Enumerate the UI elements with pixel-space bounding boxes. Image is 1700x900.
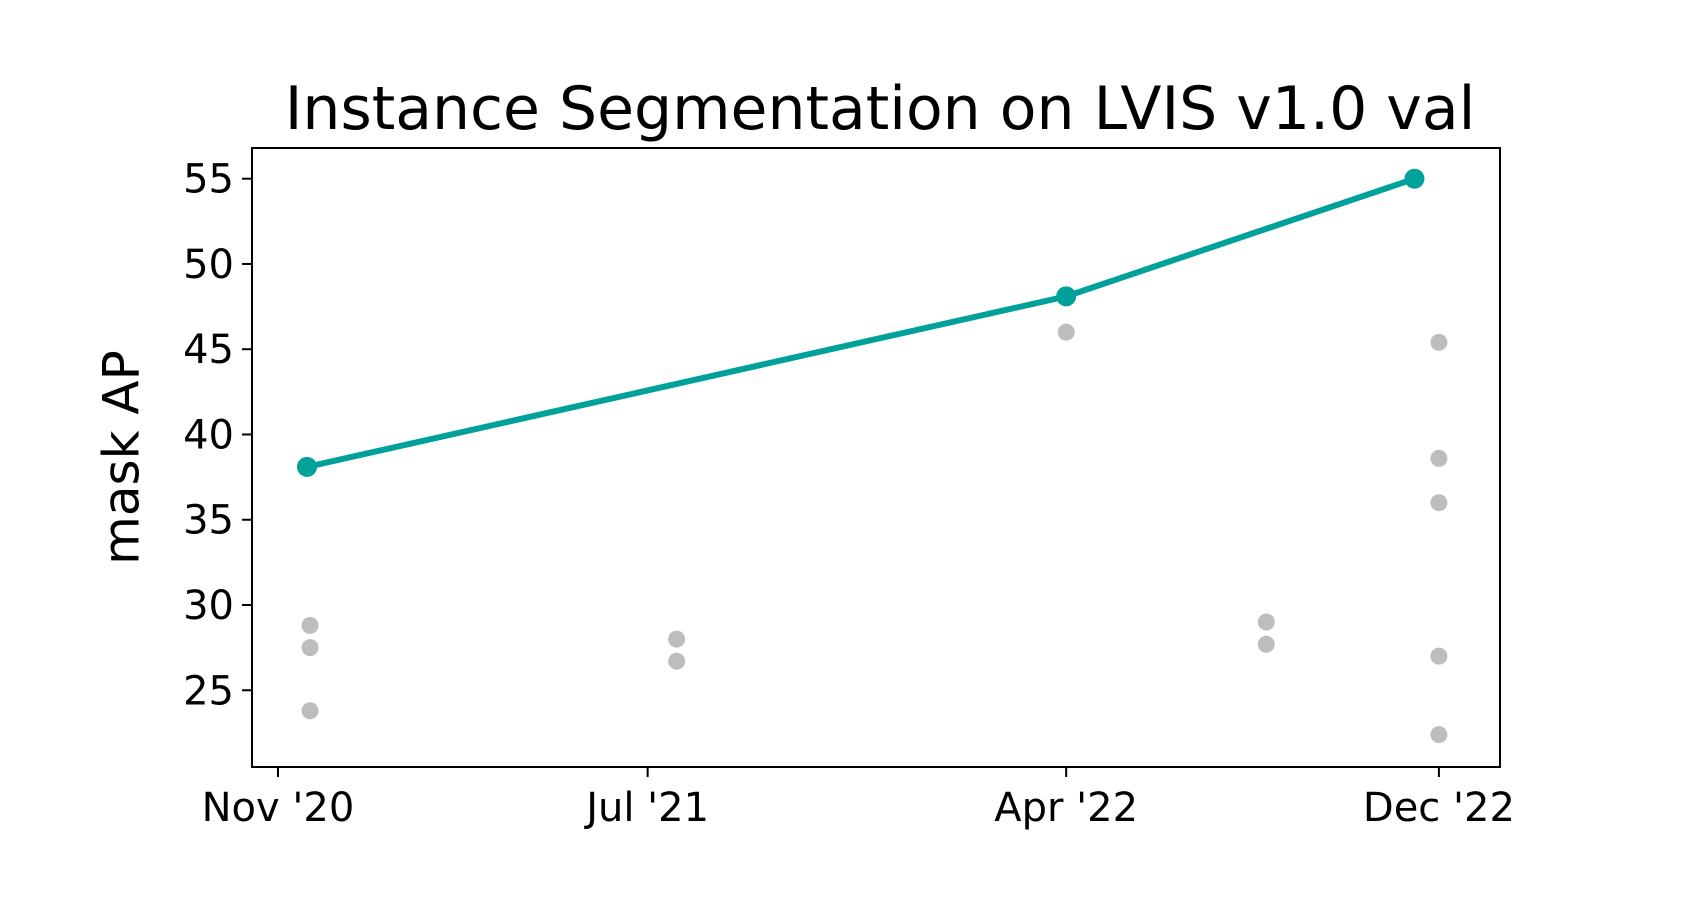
x-tick-label-1: Jul '21 <box>583 785 709 831</box>
other-model-point-6 <box>1257 613 1275 631</box>
y-tick-label-3: 40 <box>183 412 234 458</box>
y-axis-label: mask AP <box>93 350 151 565</box>
y-tick-label-2: 35 <box>183 498 234 544</box>
x-tick-label-2: Apr '22 <box>994 785 1138 831</box>
y-axis: 25 30 35 40 45 50 55 <box>183 157 252 714</box>
sota-line <box>304 175 1418 470</box>
other-model-point-3 <box>668 630 686 648</box>
other-model-point-2 <box>301 702 319 720</box>
x-axis: Nov '20 Jul '21 Apr '22 Dec '22 <box>202 767 1515 831</box>
x-tick-label-3: Dec '22 <box>1363 785 1515 831</box>
other-model-point-5 <box>1057 323 1075 341</box>
plot-frame <box>251 147 1501 768</box>
other-model-point-8 <box>1430 333 1448 351</box>
plot-border <box>251 147 1501 768</box>
y-tick-label-4: 45 <box>183 327 234 373</box>
other-model-point-0 <box>301 616 319 634</box>
other-model-point-7 <box>1257 635 1275 653</box>
y-tick-label-6: 55 <box>183 157 234 203</box>
other-model-point-12 <box>1430 726 1448 744</box>
other-model-point-10 <box>1430 494 1448 512</box>
y-tick-label-5: 50 <box>183 242 234 288</box>
y-tick-label-1: 30 <box>183 583 234 629</box>
other-model-point-11 <box>1430 647 1448 665</box>
other-model-point-1 <box>301 639 319 657</box>
other-model-point-4 <box>668 652 686 670</box>
sota-point-1 <box>1056 286 1077 307</box>
other-model-point-9 <box>1430 449 1448 467</box>
sota-point-2 <box>1404 168 1425 189</box>
chart-title: Instance Segmentation on LVIS v1.0 val <box>285 74 1476 144</box>
series-layer <box>296 168 1448 744</box>
y-tick-label-0: 25 <box>183 668 234 714</box>
x-tick-label-0: Nov '20 <box>202 785 355 831</box>
sota-point-0 <box>296 456 317 477</box>
